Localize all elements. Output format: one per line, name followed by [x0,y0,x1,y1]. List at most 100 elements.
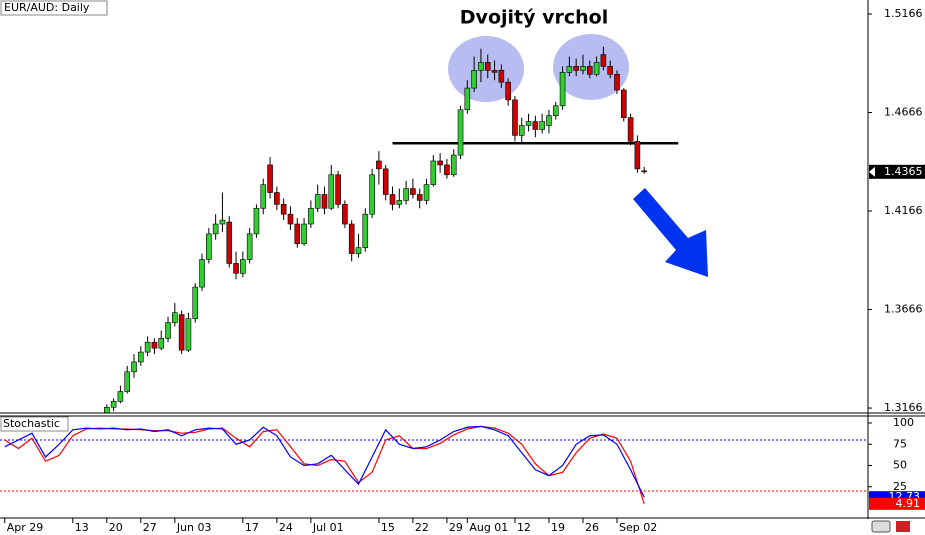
candle-body [614,73,620,91]
candle-body [206,233,212,260]
candle-body [641,170,647,173]
candle-body [192,286,199,319]
candle-body [348,223,355,254]
candle-body [151,341,158,349]
close-icon[interactable] [896,521,910,532]
y-tick-label: 75 [893,437,907,450]
candle-body [280,204,287,215]
candle-body [294,223,301,245]
candle-body [355,247,362,254]
y-tick-label: 100 [893,416,914,429]
x-tick-label: 15 [381,521,395,534]
symbol-box [0,0,108,16]
x-tick-label: 29 [449,521,463,534]
y-tick-label: 1.3166 [884,401,923,414]
candle-body [199,259,205,288]
candle-body [478,62,484,71]
candle-body [328,174,335,209]
candle-body [627,117,634,142]
last-price-box [869,164,925,179]
candle-body [287,213,294,225]
candle-body [600,54,607,67]
candle-body [430,160,437,185]
candle-body [586,66,593,75]
candle-body [110,401,117,408]
candle-body [274,192,280,205]
candle-body [382,168,389,195]
x-tick-label: Apr 29 [7,521,44,534]
stochastic-panel [0,425,868,505]
candle-body [450,154,457,176]
candle-body [226,221,233,264]
candle-body [620,89,627,118]
current-value-label: 4.91 [896,497,921,510]
candle-body [403,188,409,201]
candle-body [260,184,267,209]
y-tick-label: 1.5166 [884,7,923,20]
y-tick-label: 25 [893,480,907,493]
candle-body [498,70,505,83]
candle-body [335,174,341,205]
x-tick-label: 13 [75,521,89,534]
candle-body [376,160,382,170]
candle-body [342,204,348,225]
candle-body [546,115,552,126]
candle-body [471,70,477,89]
candle-body [566,66,573,73]
x-tick-label: 19 [551,521,565,534]
candle-body [634,140,641,170]
candle-body [172,312,178,323]
down-arrow [633,188,708,277]
x-tick-label: Jun 03 [176,521,212,534]
candle-body [233,263,239,274]
pattern-title: Dvojitý vrchol [460,7,608,29]
stochastic-line [4,425,645,498]
candle-body [212,223,219,235]
candle-body [131,361,137,373]
y-tick-label: 50 [893,459,907,472]
candle-body [301,223,307,245]
candle-body [240,259,246,274]
candle-body [178,314,185,351]
candle-body [518,125,525,136]
last-price-label: 1.4365 [884,165,923,178]
candle-body [593,62,600,75]
candle-body [607,66,613,75]
candle-body [464,87,471,111]
candle-body [362,213,369,248]
candle-body [559,72,566,107]
x-tick-label: 17 [245,521,259,534]
candle-body [457,109,464,156]
candle-body [138,351,144,363]
candle-body [532,121,539,130]
candle-body [505,81,511,101]
candle-body [416,194,423,201]
candle-body [219,219,226,225]
symbol-label: EUR/AUD: Daily [4,1,90,14]
candle-body [444,164,450,176]
last-price-pointer [869,166,875,177]
candle-body [185,318,192,351]
candle-body [580,66,586,71]
candle-body [308,207,314,225]
candle-body [410,188,416,195]
candle-body [144,341,151,353]
price-panel [103,34,679,413]
y-tick-label: 1.4166 [884,204,923,217]
x-tick-label: 20 [109,521,123,534]
x-tick-label: 22 [415,521,429,534]
indicator-box [0,416,69,432]
x-tick-label: Jul 01 [312,521,344,534]
candle-body [552,105,559,116]
candle-body [253,207,260,235]
scroll-icon[interactable] [871,520,891,533]
x-tick-label: Sep 02 [619,521,657,534]
x-tick-label: 27 [143,521,157,534]
candle-body [423,184,430,201]
candle-body [525,121,532,126]
current-value-box [869,497,925,510]
candle-body [484,62,491,71]
candle-body [491,70,498,73]
candle-body [573,66,579,71]
